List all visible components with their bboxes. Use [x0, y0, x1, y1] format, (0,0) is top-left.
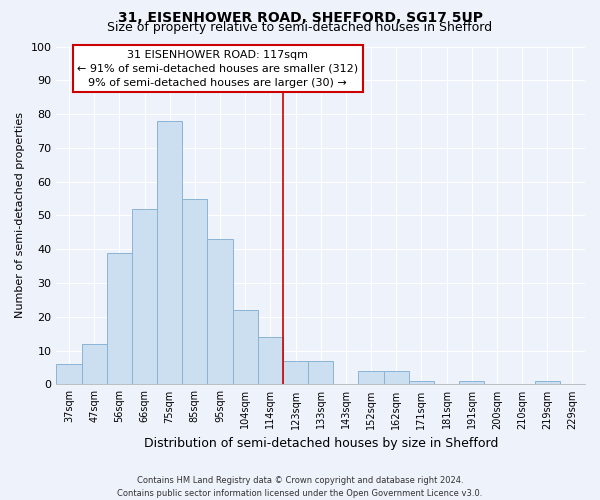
Bar: [157, 121, 182, 384]
Text: 31 EISENHOWER ROAD: 117sqm
← 91% of semi-detached houses are smaller (312)
9% of: 31 EISENHOWER ROAD: 117sqm ← 91% of semi…: [77, 50, 358, 88]
Bar: [358, 371, 383, 384]
Bar: [258, 337, 283, 384]
Bar: [308, 361, 333, 384]
Bar: [535, 381, 560, 384]
Bar: [82, 344, 107, 385]
Bar: [208, 239, 233, 384]
Bar: [409, 381, 434, 384]
Bar: [233, 310, 258, 384]
Bar: [107, 252, 132, 384]
X-axis label: Distribution of semi-detached houses by size in Shefford: Distribution of semi-detached houses by …: [143, 437, 498, 450]
Text: 31, EISENHOWER ROAD, SHEFFORD, SG17 5UP: 31, EISENHOWER ROAD, SHEFFORD, SG17 5UP: [118, 11, 482, 25]
Bar: [132, 208, 157, 384]
Y-axis label: Number of semi-detached properties: Number of semi-detached properties: [15, 112, 25, 318]
Bar: [459, 381, 484, 384]
Bar: [182, 198, 208, 384]
Bar: [56, 364, 82, 384]
Text: Size of property relative to semi-detached houses in Shefford: Size of property relative to semi-detach…: [107, 21, 493, 34]
Bar: [383, 371, 409, 384]
Text: Contains HM Land Registry data © Crown copyright and database right 2024.
Contai: Contains HM Land Registry data © Crown c…: [118, 476, 482, 498]
Bar: [283, 361, 308, 384]
